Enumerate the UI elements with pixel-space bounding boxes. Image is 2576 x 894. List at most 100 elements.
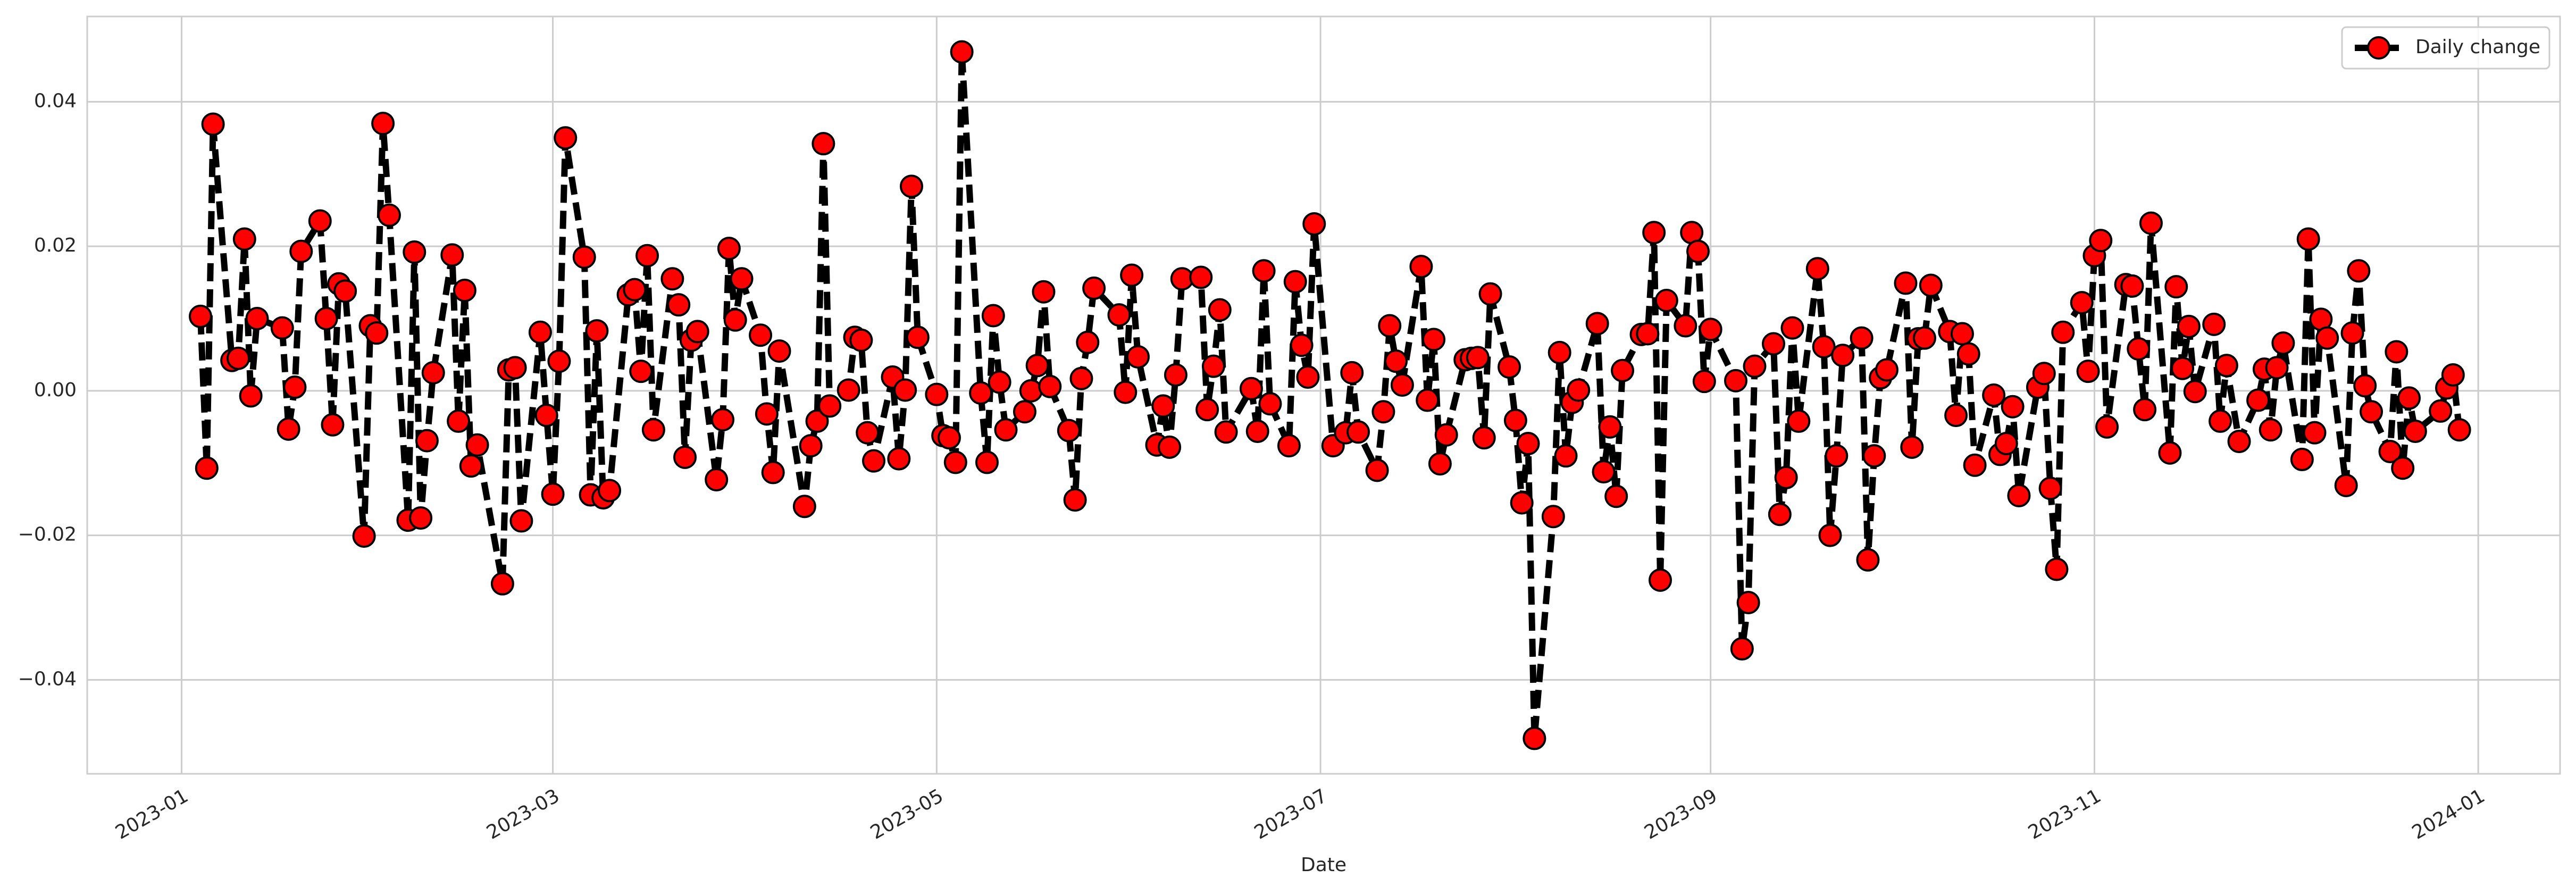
data-point — [509, 509, 533, 533]
data-point — [2164, 275, 2188, 299]
data-point — [730, 267, 754, 291]
data-point — [1894, 271, 1918, 295]
data-point — [767, 339, 791, 363]
data-point — [837, 378, 860, 402]
data-point — [1611, 358, 1635, 382]
data-point — [2296, 227, 2320, 251]
data-point — [1214, 420, 1238, 444]
data-point — [2227, 429, 2251, 453]
data-point — [1082, 276, 1106, 300]
data-point — [1189, 265, 1213, 289]
data-point — [490, 572, 514, 596]
data-point — [1032, 280, 1056, 304]
data-point — [1025, 354, 1049, 378]
data-point — [717, 237, 741, 261]
data-point — [2007, 483, 2031, 507]
data-point — [1076, 330, 1100, 354]
data-point — [1850, 326, 1874, 350]
data-point — [1730, 637, 1754, 661]
data-point — [2246, 388, 2270, 412]
data-point — [1674, 314, 1697, 338]
data-point — [453, 278, 476, 302]
y-tick-label: −0.04 — [18, 668, 77, 690]
data-point — [2158, 441, 2182, 465]
data-point — [333, 279, 357, 303]
data-point — [1409, 255, 1433, 279]
data-point — [1554, 444, 1578, 468]
data-point — [528, 320, 552, 344]
data-point — [1151, 394, 1175, 418]
data-point — [440, 243, 464, 267]
data-point — [1919, 273, 1943, 297]
data-point — [1567, 378, 1591, 402]
data-point — [1761, 332, 1785, 356]
data-point — [1164, 363, 1187, 387]
data-point — [352, 524, 376, 548]
data-point — [981, 304, 1005, 328]
data-point — [226, 346, 250, 370]
data-point — [1856, 548, 1880, 572]
data-point — [705, 467, 729, 491]
data-point — [1787, 409, 1811, 433]
data-point — [1283, 270, 1307, 294]
series-line — [197, 48, 2463, 742]
data-point — [2315, 326, 2339, 350]
data-point — [1063, 488, 1087, 512]
plot-frame — [86, 15, 2561, 775]
data-point — [1780, 316, 1804, 340]
data-point — [1944, 404, 1968, 428]
data-point — [1950, 322, 1974, 346]
data-point — [2265, 356, 2289, 380]
data-point — [1038, 374, 1062, 398]
data-point — [673, 445, 697, 469]
data-point — [1686, 239, 1710, 263]
data-point — [1875, 358, 1898, 382]
data-point — [2001, 395, 2025, 419]
data-point — [1252, 259, 1276, 283]
data-point — [969, 381, 993, 405]
data-point — [598, 479, 622, 503]
data-point — [1548, 340, 1571, 364]
data-point — [503, 356, 527, 380]
data-point — [1371, 400, 1395, 424]
data-point — [723, 308, 747, 332]
data-point — [975, 450, 999, 474]
data-point — [761, 461, 785, 484]
data-point — [2120, 274, 2144, 298]
data-point — [1302, 212, 1326, 236]
data-point — [1239, 377, 1263, 400]
data-point — [2139, 211, 2163, 235]
data-point — [465, 433, 489, 457]
data-point — [1434, 423, 1458, 447]
data-point — [277, 417, 300, 441]
data-point — [943, 450, 967, 474]
data-point — [660, 267, 684, 291]
data-point — [1963, 453, 1987, 477]
data-point — [585, 319, 609, 343]
data-point — [1498, 355, 1521, 379]
data-point — [1768, 503, 1792, 527]
data-point — [2429, 399, 2453, 423]
data-point — [541, 482, 565, 506]
data-point — [2391, 456, 2415, 480]
data-point — [2271, 331, 2295, 355]
data-point — [314, 306, 338, 330]
data-point — [554, 126, 578, 150]
y-tick-label: 0.02 — [34, 235, 77, 256]
data-point — [534, 404, 558, 428]
data-point — [1120, 263, 1144, 287]
data-point — [270, 316, 294, 340]
data-point — [799, 434, 823, 458]
data-point — [950, 40, 974, 64]
legend-label: Daily change — [2415, 36, 2540, 58]
data-point — [2051, 320, 2075, 344]
data-point — [887, 447, 911, 471]
data-point — [2441, 363, 2465, 387]
data-point — [1743, 354, 1767, 378]
y-tick-label: −0.02 — [18, 524, 77, 546]
y-tick-label: 0.00 — [34, 379, 77, 401]
data-point — [1812, 335, 1836, 358]
data-point — [1654, 289, 1678, 312]
data-point — [1114, 380, 1138, 404]
data-point — [377, 203, 401, 227]
